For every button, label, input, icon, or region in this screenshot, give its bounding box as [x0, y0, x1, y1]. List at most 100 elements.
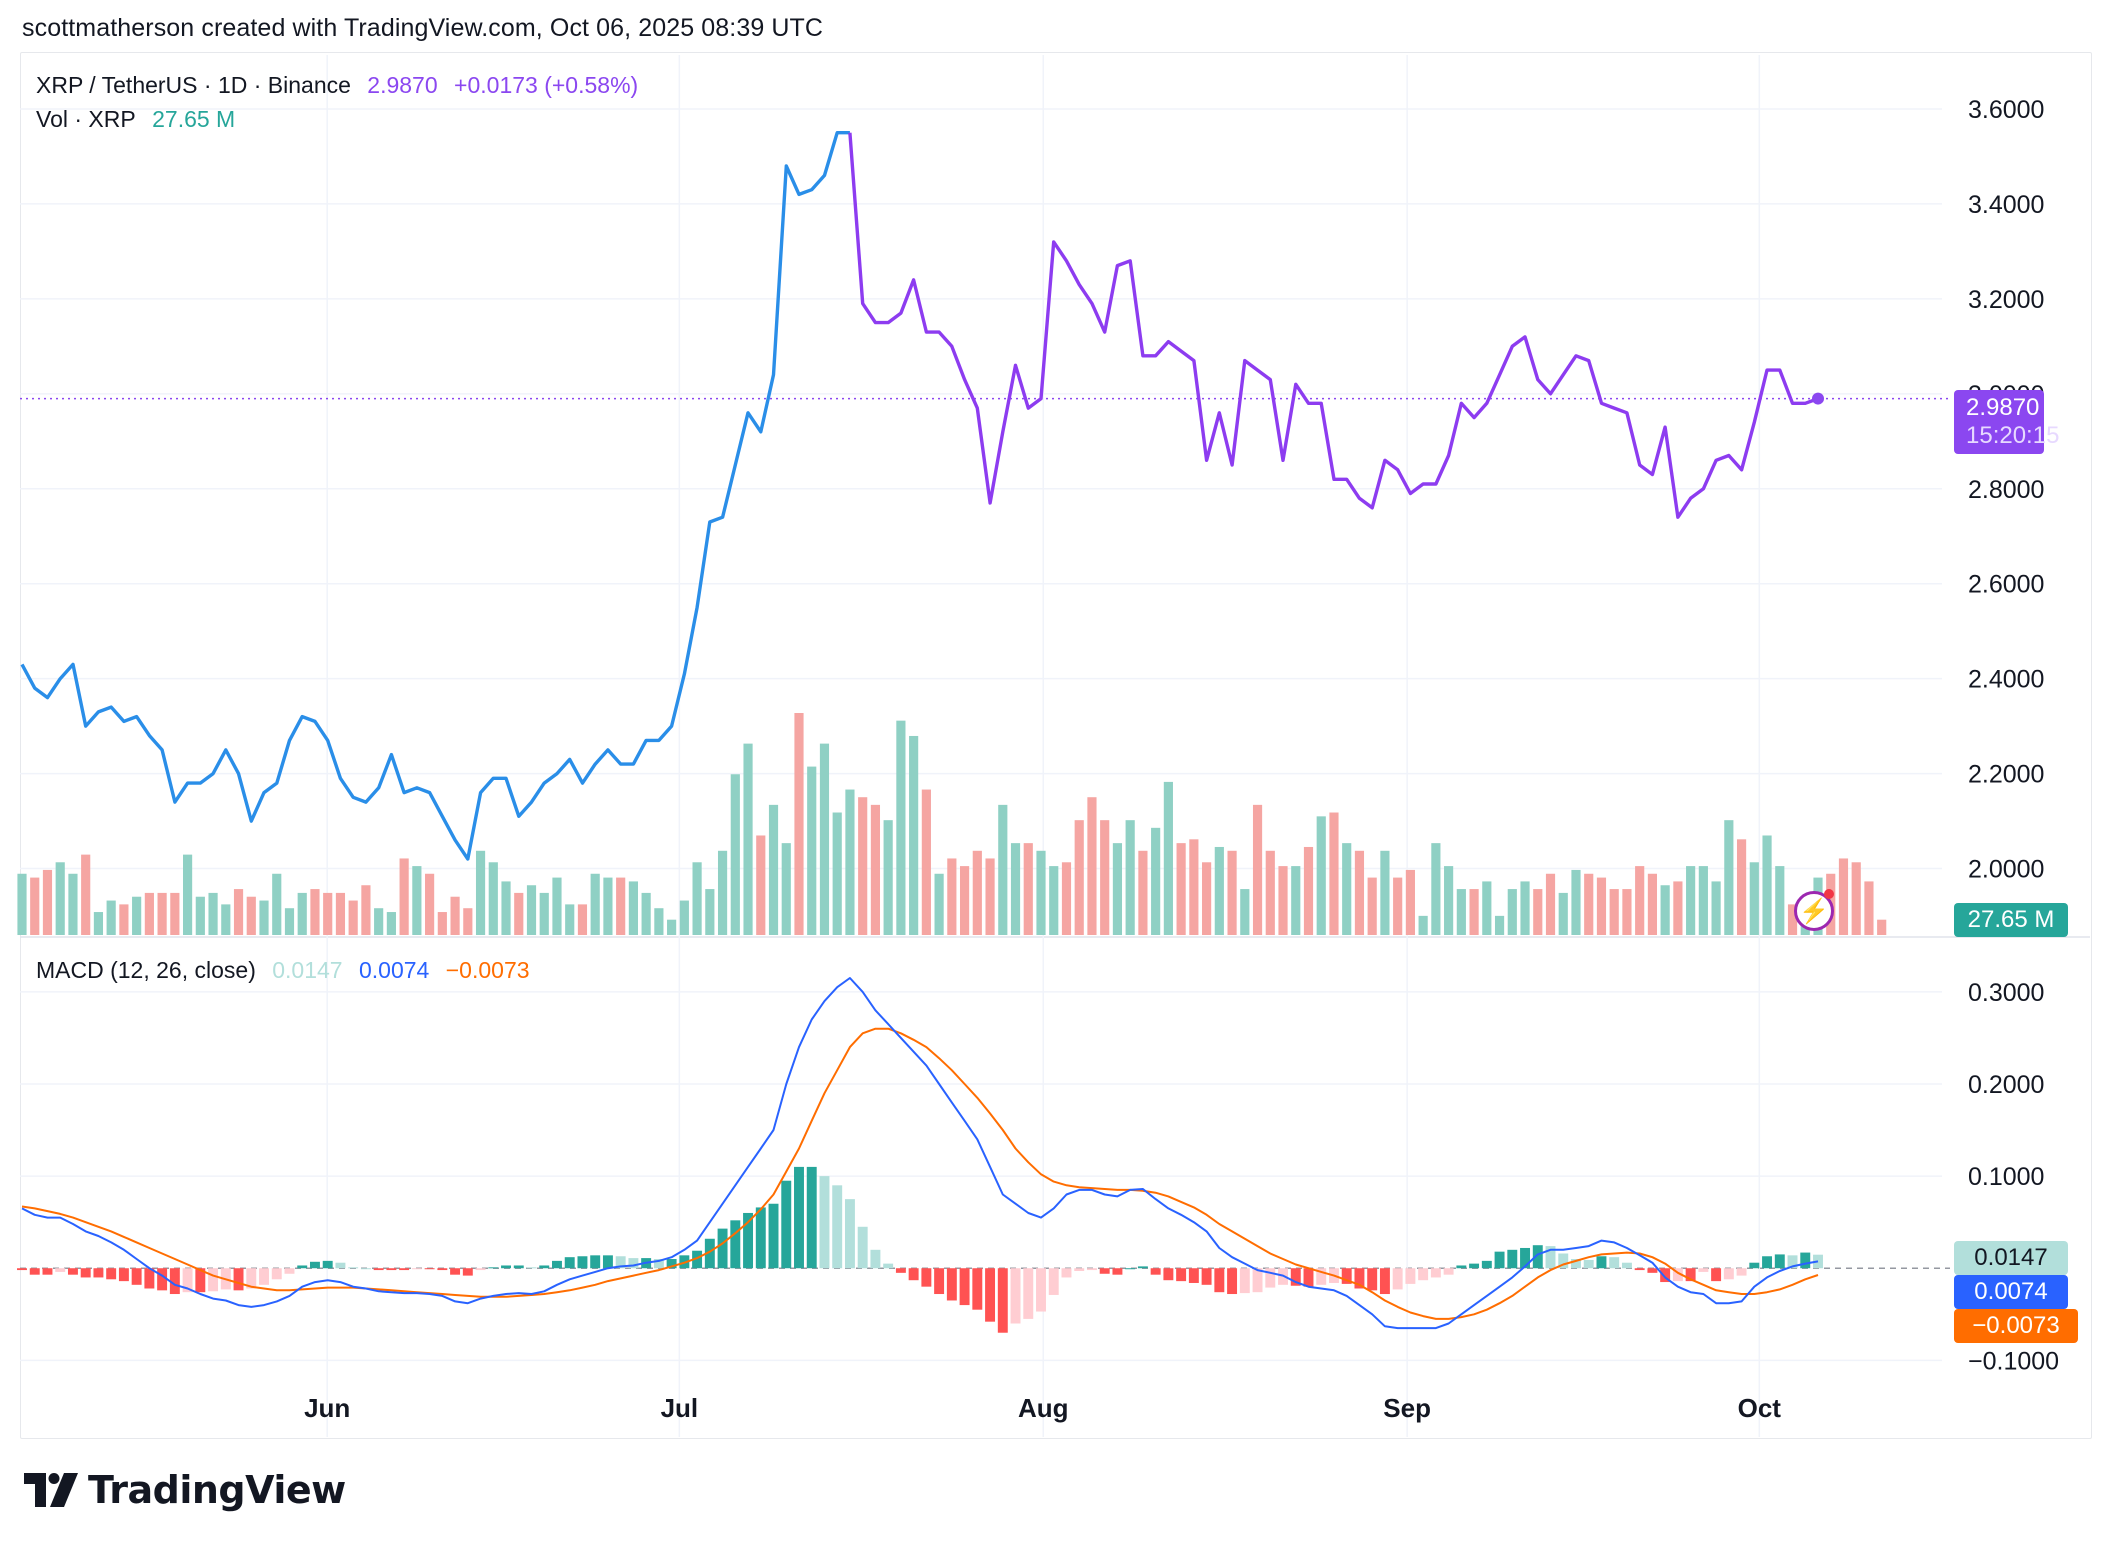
volume-bar — [1074, 820, 1084, 935]
volume-bar — [132, 896, 142, 935]
macd-histogram-bar — [1112, 1268, 1123, 1275]
volume-bar — [883, 820, 893, 935]
macd-legend[interactable]: MACD (12, 26, close) 0.0147 0.0074 −0.00… — [36, 957, 540, 984]
macd-histogram-bar — [271, 1268, 282, 1280]
volume-bar — [361, 885, 371, 935]
tradingview-logo[interactable]: TradingView — [24, 1468, 346, 1512]
volume-bar — [781, 843, 791, 935]
volume-bar — [832, 812, 842, 935]
price-tick-label: 3.6000 — [1968, 96, 2044, 124]
macd-tick-label: 0.2000 — [1968, 1071, 2044, 1099]
macd-histogram-bar — [946, 1268, 957, 1301]
volume-bar — [1393, 877, 1403, 935]
macd-histogram-bar — [348, 1267, 359, 1269]
macd-histogram-bar — [399, 1268, 410, 1271]
macd-histogram-bar — [284, 1268, 295, 1274]
signal-tag: −0.0073 — [1954, 1309, 2078, 1343]
macd-histogram-bar — [985, 1268, 996, 1322]
volume-bar — [348, 900, 358, 935]
volume-bar — [1418, 915, 1428, 935]
month-tick-label: Jun — [304, 1393, 350, 1423]
macd-histogram-bar — [373, 1268, 384, 1271]
macd-histogram-bar — [169, 1268, 180, 1295]
macd-histogram-bar — [195, 1268, 206, 1293]
volume-bar — [42, 869, 53, 935]
tradingview-icon — [24, 1473, 78, 1507]
macd-histogram-bar — [488, 1267, 499, 1269]
macd-histogram-bar — [794, 1166, 804, 1269]
macd-histogram-bar — [704, 1238, 715, 1269]
macd-histogram-bar — [1405, 1268, 1416, 1284]
volume-bar — [1049, 866, 1059, 935]
macd-histogram-bar — [1392, 1268, 1403, 1290]
symbol-legend[interactable]: XRP / TetherUS · 1D · Binance 2.9870 +0.… — [36, 72, 648, 99]
volume-bar — [552, 877, 562, 935]
volume-bar — [437, 912, 447, 935]
volume-bar — [1838, 858, 1849, 935]
macd-histogram-bar — [883, 1263, 894, 1269]
volume-bar — [654, 908, 664, 935]
volume-bar — [1100, 820, 1110, 935]
macd-histogram-bar — [1443, 1268, 1454, 1275]
macd-histogram-bar — [1672, 1268, 1683, 1282]
volume-bar — [425, 873, 435, 935]
volume-bar — [972, 850, 982, 935]
macd-histogram-bar — [1647, 1268, 1658, 1273]
volume-bar — [794, 713, 804, 935]
macd-histogram-bar — [1520, 1247, 1531, 1269]
macd-histogram-bar — [1214, 1268, 1225, 1293]
macd-histogram-bar — [1163, 1268, 1174, 1281]
macd-histogram-bar — [959, 1268, 970, 1306]
macd-tick-label: 0.1000 — [1968, 1163, 2044, 1191]
price-tick-label: 2.6000 — [1968, 571, 2044, 599]
macd-histogram-bar — [1787, 1255, 1798, 1269]
macd-histogram-bar — [1736, 1268, 1747, 1276]
volume-tag: 27.65 M — [1954, 903, 2068, 937]
macd-histogram-bar — [552, 1260, 562, 1269]
macd-histogram-bar — [67, 1268, 78, 1275]
macd-histogram-bar — [666, 1259, 677, 1269]
macd-histogram-bar — [1545, 1246, 1556, 1269]
macd-histogram-bar — [80, 1268, 91, 1278]
macd-histogram-bar — [1532, 1245, 1543, 1269]
price-tick-label: 2.4000 — [1968, 666, 2044, 694]
volume-bar — [335, 892, 346, 935]
volume-bar — [1405, 869, 1415, 935]
volume-bar — [641, 892, 651, 935]
macd-histogram-bar — [501, 1265, 511, 1269]
volume-bar — [1775, 866, 1785, 935]
volume-bar — [1138, 850, 1148, 935]
volume-legend[interactable]: Vol · XRP 27.65 M — [36, 106, 245, 133]
volume-bar — [577, 904, 588, 935]
volume-bar — [1112, 843, 1123, 935]
macd-histogram-bar — [309, 1261, 320, 1269]
macd-histogram-bar — [1290, 1268, 1301, 1286]
macd-histogram-bar — [832, 1185, 843, 1269]
macd-histogram-bar — [335, 1262, 346, 1269]
macd-histogram-bar — [1609, 1257, 1620, 1269]
macd-histogram-bar — [908, 1268, 919, 1281]
volume-bar — [1163, 781, 1173, 935]
volume-bar — [17, 873, 27, 935]
volume-bar — [819, 743, 830, 935]
volume-bar — [1660, 885, 1670, 935]
last-price-marker — [1812, 392, 1824, 405]
volume-bar — [692, 862, 702, 935]
volume-bar — [272, 873, 282, 935]
volume-bar — [679, 900, 689, 935]
volume-bar — [1265, 850, 1275, 935]
macd-histogram-bar — [1061, 1268, 1072, 1278]
volume-bar — [1367, 877, 1377, 935]
volume-bar — [297, 892, 307, 935]
macd-histogram-bar — [118, 1268, 129, 1282]
price-lines — [20, 130, 1824, 861]
macd-histogram-bar — [106, 1268, 117, 1280]
volume-bar — [756, 835, 766, 935]
volume-bar — [1189, 839, 1199, 935]
macd-histogram-bar — [297, 1265, 308, 1269]
volume-bar — [119, 904, 129, 935]
hist-tag: 0.0147 — [1954, 1241, 2068, 1275]
volume-bar — [1686, 866, 1696, 935]
volume-bar — [947, 858, 957, 935]
